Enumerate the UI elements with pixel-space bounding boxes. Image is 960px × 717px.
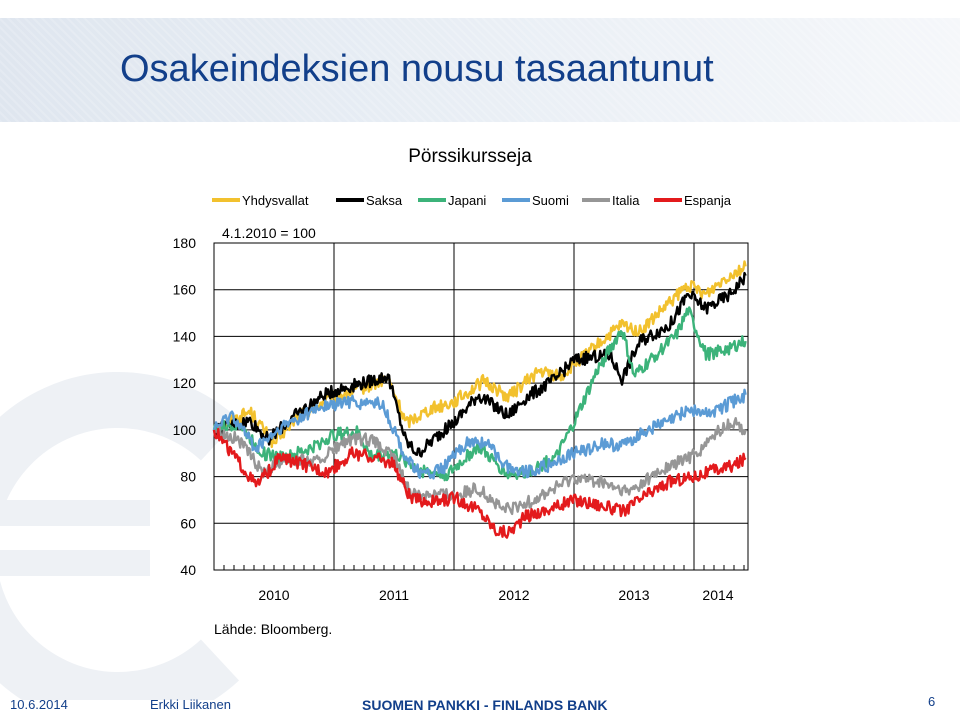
footer-page-number: 6 xyxy=(928,694,936,709)
y-tick-label: 100 xyxy=(173,422,197,438)
legend-label: Japani xyxy=(448,193,486,208)
series-line-japani xyxy=(212,306,747,482)
y-tick-label: 40 xyxy=(180,562,196,578)
title-banner xyxy=(0,18,960,122)
x-tick-label: 2012 xyxy=(498,587,529,603)
y-axis-ticks: 40 60 80 100 120 140 160 180 xyxy=(173,235,197,578)
chart-series xyxy=(212,260,747,539)
legend-label: Italia xyxy=(612,193,640,208)
series-line-saksa xyxy=(212,271,747,458)
legend-label: Saksa xyxy=(366,193,403,208)
y-tick-label: 60 xyxy=(180,515,196,531)
footer-author: Erkki Liikanen xyxy=(150,697,231,712)
series-line-suomi xyxy=(212,388,747,480)
x-tick-label: 2010 xyxy=(258,587,289,603)
x-axis-ticks: 2010 2011 2012 2013 2014 xyxy=(258,587,733,603)
chart-source: Lähde: Bloomberg. xyxy=(214,621,332,637)
legend-label: Yhdysvallat xyxy=(242,193,309,208)
x-tick-label: 2011 xyxy=(379,587,409,603)
banner-pattern xyxy=(0,18,960,122)
chart-grid xyxy=(213,242,749,571)
legend-label: Suomi xyxy=(532,193,569,208)
series-line-espanja xyxy=(212,427,747,539)
footer-date: 10.6.2014 xyxy=(10,697,68,712)
x-tick-label: 2014 xyxy=(702,587,733,603)
y-tick-label: 120 xyxy=(173,375,197,391)
y-tick-label: 80 xyxy=(180,469,196,485)
chart-title: Pörssikursseja xyxy=(408,146,532,167)
x-tick-label: 2013 xyxy=(618,587,649,603)
footer-bank-name: SUOMEN PANKKI - FINLANDS BANK xyxy=(362,697,608,713)
y-tick-label: 140 xyxy=(173,328,197,344)
y-tick-label: 180 xyxy=(173,235,197,251)
euro-watermark-icon xyxy=(0,372,239,700)
series-line-italia xyxy=(212,417,747,516)
plot-frame xyxy=(213,242,749,571)
chart-subtitle: 4.1.2010 = 100 xyxy=(222,225,316,241)
slide-title: Osakeindeksien nousu tasaantunut xyxy=(120,48,714,90)
chart-legend: Yhdysvallat Saksa Japani Suomi Italia Espanja xyxy=(212,193,732,208)
y-tick-label: 160 xyxy=(173,282,197,298)
legend-label: Espanja xyxy=(684,193,732,208)
